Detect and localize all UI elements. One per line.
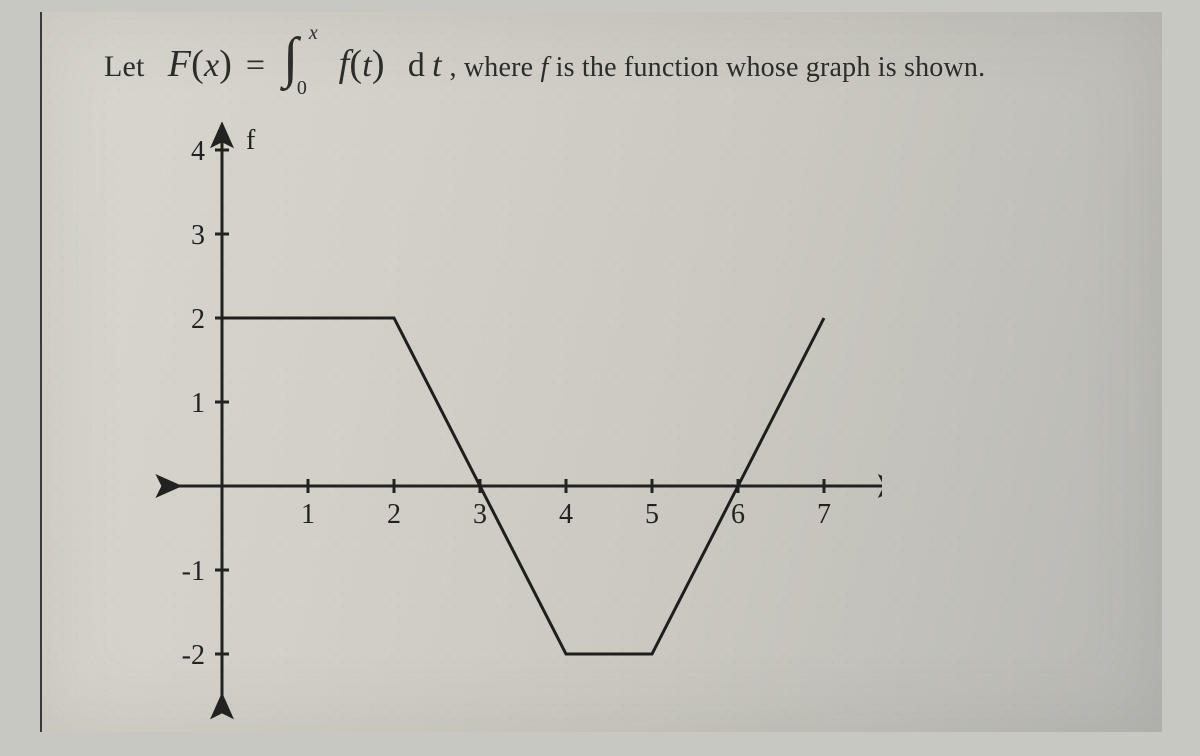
x-tick-label: 5 (645, 499, 659, 530)
y-tick-label: -2 (182, 640, 205, 671)
chart: 1234567-2-11234tf (122, 122, 882, 732)
prompt-let: Let (104, 50, 145, 83)
prompt-tail: , where f is the function whose graph is… (449, 52, 985, 83)
integral-lower: 0 (297, 77, 307, 100)
chart-svg: 1234567-2-11234tf (122, 122, 882, 732)
math-t: t (362, 47, 372, 84)
y-tick-label: 1 (191, 388, 205, 419)
y-tick-label: 4 (191, 136, 205, 167)
y-tick-label: 2 (191, 304, 205, 335)
y-tick-label: -1 (182, 556, 205, 587)
integral-upper: x (309, 22, 318, 45)
integral: ∫ 0 x (279, 38, 331, 88)
math-f: f (339, 43, 350, 85)
x-tick-label: 6 (731, 499, 745, 530)
math-x-1: x (204, 47, 219, 84)
x-tick-label: 4 (559, 499, 573, 530)
math-close-paren-2: ) (372, 43, 385, 85)
y-tick-label: 3 (191, 220, 205, 251)
math-dt: d t (408, 47, 442, 84)
math-close-paren-1: ) (219, 43, 232, 85)
prompt-text: Let F(x) = ∫ 0 x f(t) d t , where f is t… (104, 38, 1122, 88)
page: Let F(x) = ∫ 0 x f(t) d t , where f is t… (40, 12, 1162, 732)
x-tick-label: 1 (301, 499, 315, 530)
y-axis-label: f (246, 125, 256, 156)
x-tick-label: 7 (817, 499, 831, 530)
math-F: F (168, 43, 191, 85)
math-eq: = (240, 47, 271, 84)
math-open-paren-2: ( (349, 43, 362, 85)
x-tick-label: 3 (473, 499, 487, 530)
x-tick-label: 2 (387, 499, 401, 530)
math-open-paren-1: ( (191, 43, 204, 85)
